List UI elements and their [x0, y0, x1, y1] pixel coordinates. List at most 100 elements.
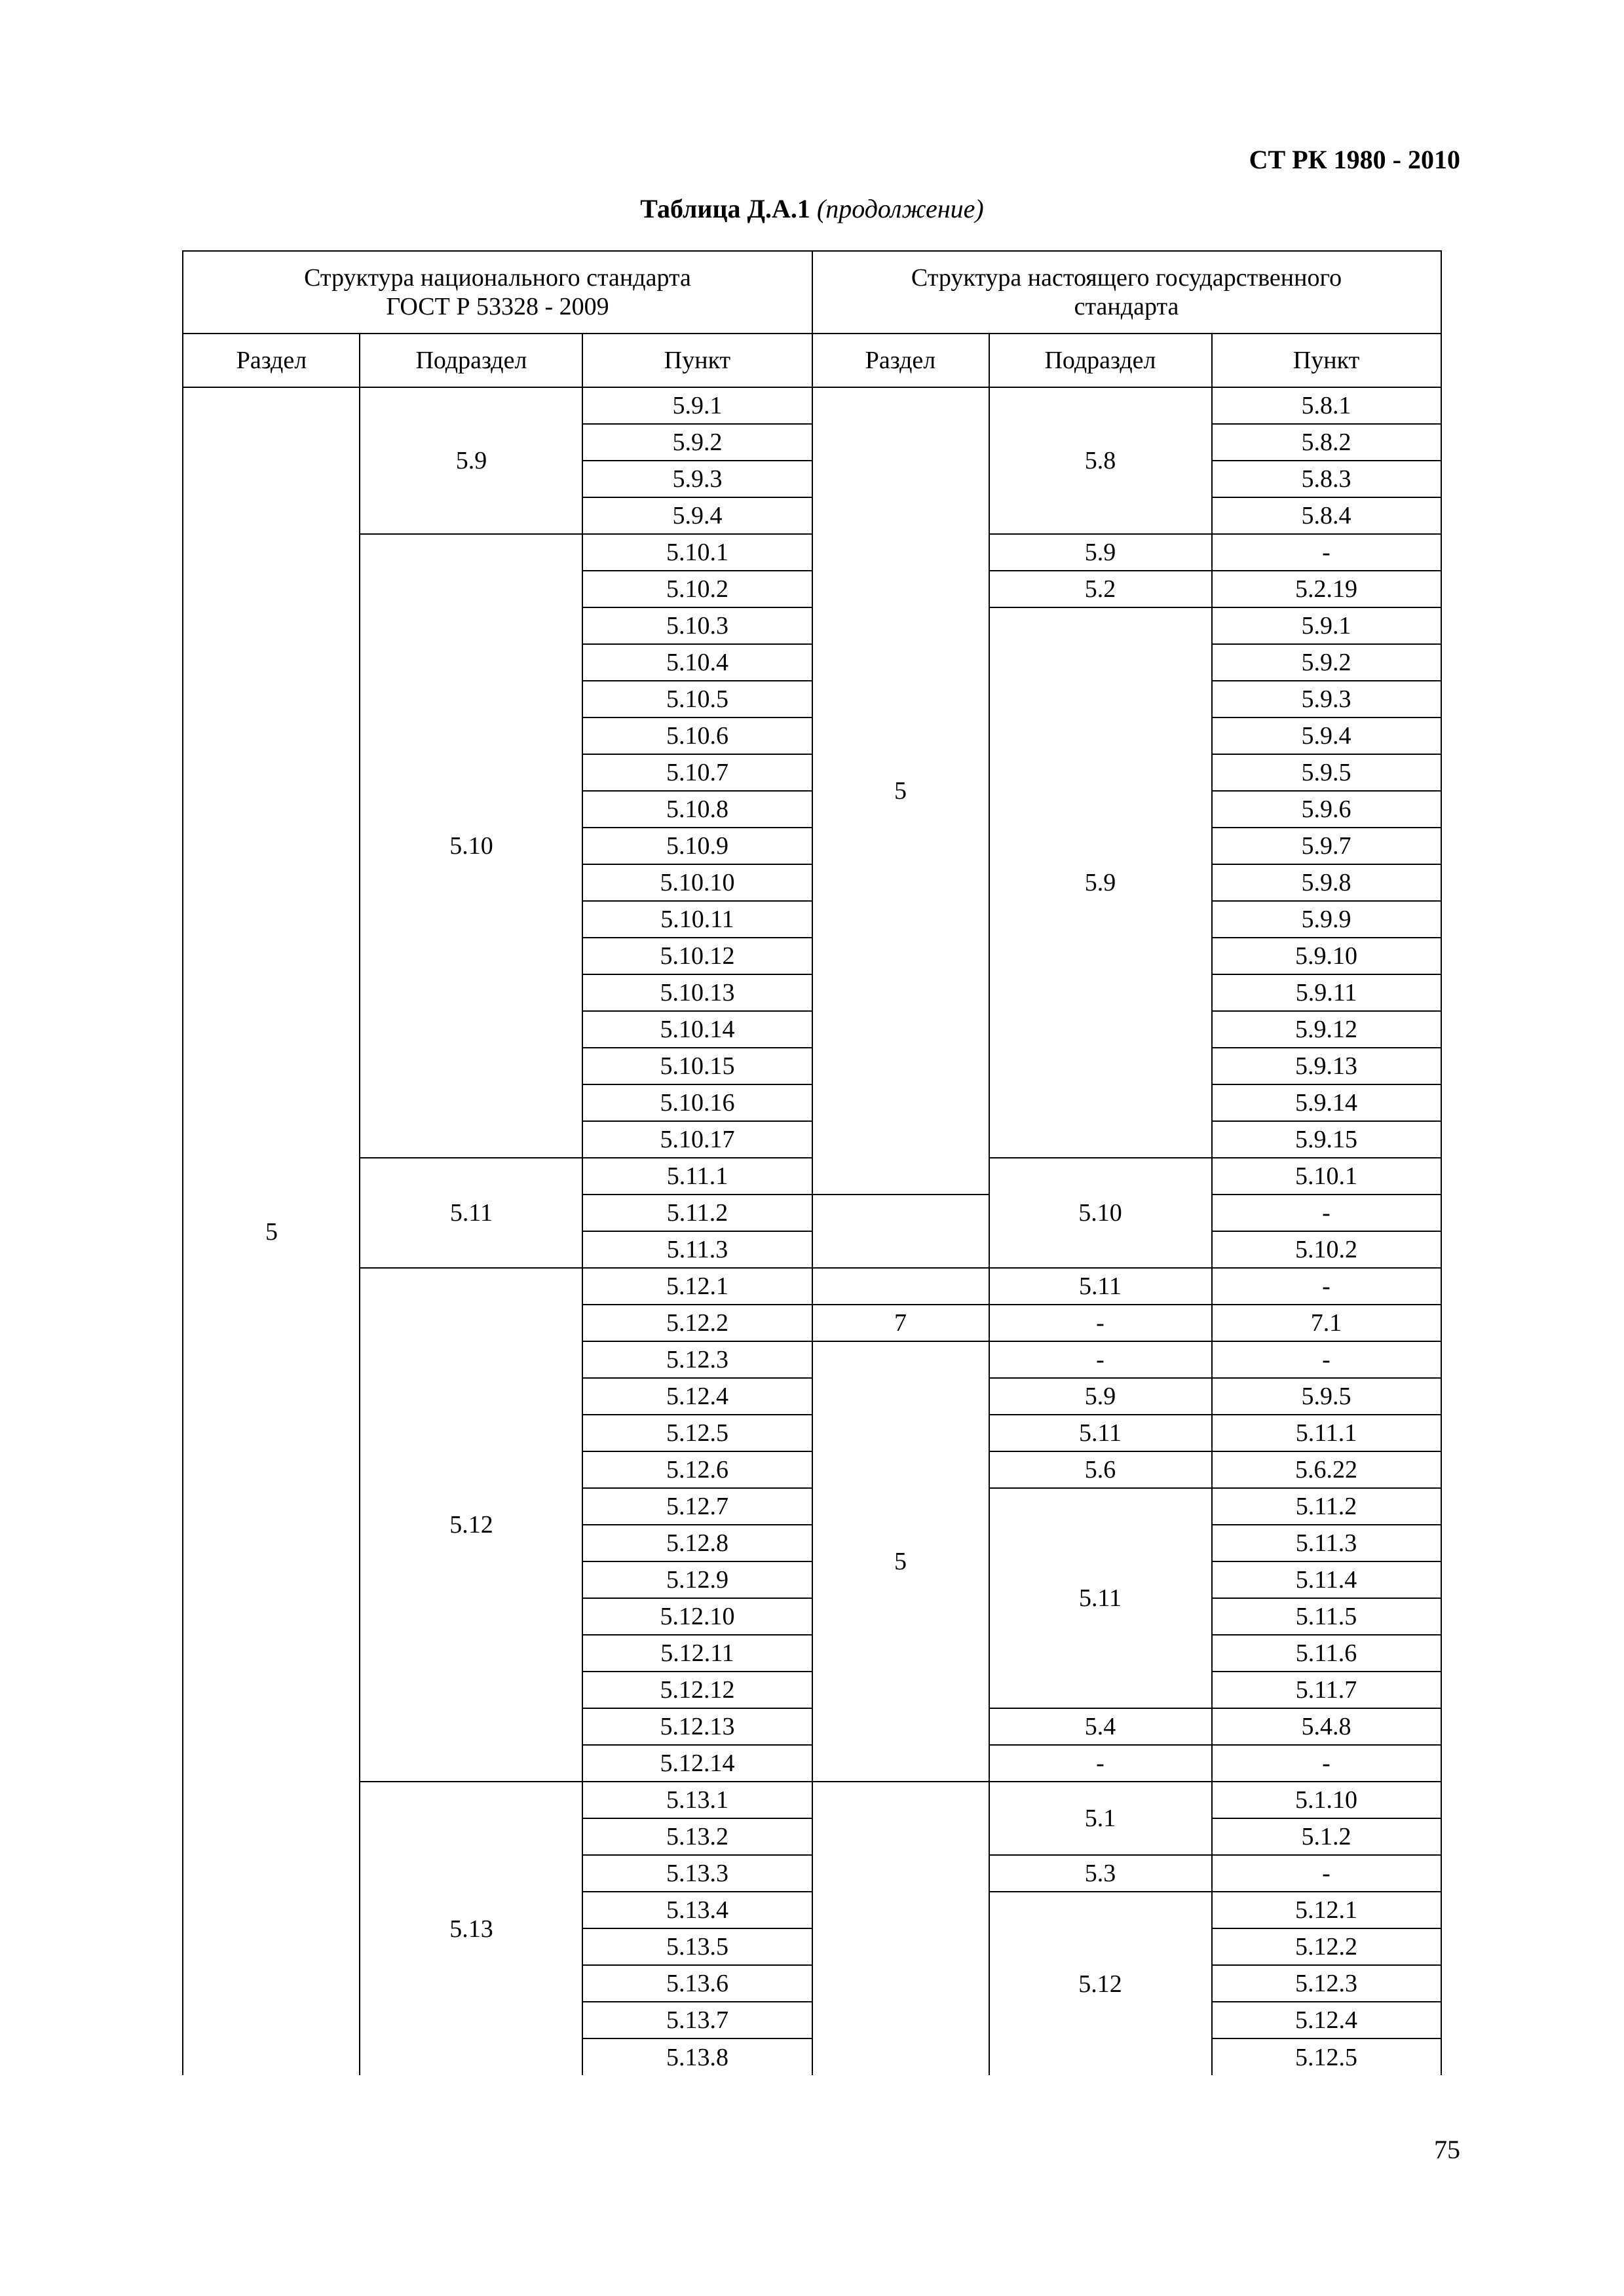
cell-right-punkt: 5.9.5 [1212, 754, 1441, 791]
cell-right-punkt: 5.11.6 [1212, 1635, 1441, 1672]
cell-right-podrazdel: 5.2 [989, 571, 1212, 607]
cell-left-punkt: 5.12.8 [582, 1525, 812, 1561]
cell-left-punkt: 5.12.1 [582, 1268, 812, 1305]
header-punkt-right: Пункт [1212, 334, 1441, 387]
cell-left-podrazdel: 5.10 [360, 534, 582, 1158]
cell-right-podrazdel: 5.11 [989, 1268, 1212, 1305]
cell-right-punkt: 5.10.2 [1212, 1231, 1441, 1268]
cell-left-punkt: 5.10.16 [582, 1084, 812, 1121]
header-podrazdel-left: Подраздел [360, 334, 582, 387]
cell-left-punkt: 5.10.4 [582, 644, 812, 681]
cell-left-punkt: 5.10.10 [582, 864, 812, 901]
cell-right-punkt: 5.9.4 [1212, 718, 1441, 754]
cell-right-punkt: 5.9.12 [1212, 1011, 1441, 1048]
table-row: 5.115.11.15.105.10.1 [183, 1158, 1441, 1195]
cell-right-razdel [812, 1268, 989, 1305]
cell-left-punkt: 5.12.11 [582, 1635, 812, 1672]
cell-right-podrazdel: 5.10 [989, 1158, 1212, 1268]
cell-left-punkt: 5.12.7 [582, 1488, 812, 1525]
page-number: 75 [1434, 2134, 1460, 2165]
cell-right-podrazdel: 5.11 [989, 1488, 1212, 1708]
cell-left-punkt: 5.10.9 [582, 828, 812, 864]
cell-left-podrazdel: 5.13 [360, 1782, 582, 2075]
cell-right-punkt: - [1212, 1855, 1441, 1892]
cell-right-punkt: 5.9.8 [1212, 864, 1441, 901]
cell-right-punkt: - [1212, 1195, 1441, 1231]
header-group-left: Структура национального стандартаГОСТ Р … [183, 251, 812, 334]
cell-right-punkt: 5.9.9 [1212, 901, 1441, 938]
cell-left-punkt: 5.12.6 [582, 1451, 812, 1488]
cell-left-punkt: 5.12.14 [582, 1745, 812, 1782]
cell-left-punkt: 5.10.15 [582, 1048, 812, 1084]
cell-right-punkt: 5.9.15 [1212, 1121, 1441, 1158]
cell-right-podrazdel: 5.4 [989, 1708, 1212, 1745]
cell-left-punkt: 5.12.5 [582, 1415, 812, 1451]
cell-left-punkt: 5.13.5 [582, 1928, 812, 1965]
cell-right-podrazdel: 5.11 [989, 1415, 1212, 1451]
cell-right-podrazdel: 5.3 [989, 1855, 1212, 1892]
cell-right-punkt: - [1212, 1745, 1441, 1782]
cell-right-punkt: 5.9.7 [1212, 828, 1441, 864]
cell-right-podrazdel: - [989, 1305, 1212, 1341]
cell-right-punkt: 5.6.22 [1212, 1451, 1441, 1488]
cell-left-podrazdel: 5.12 [360, 1268, 582, 1782]
cell-right-punkt: 5.8.4 [1212, 497, 1441, 534]
cell-left-punkt: 5.12.9 [582, 1561, 812, 1598]
cell-left-punkt: 5.11.3 [582, 1231, 812, 1268]
cell-right-podrazdel: 5.8 [989, 387, 1212, 534]
table-row: 55.95.9.155.85.8.1 [183, 387, 1441, 424]
cell-right-punkt: 5.9.5 [1212, 1378, 1441, 1415]
cell-right-punkt: 5.8.3 [1212, 461, 1441, 497]
cell-left-punkt: 5.12.13 [582, 1708, 812, 1745]
cell-left-punkt: 5.13.2 [582, 1818, 812, 1855]
cell-right-punkt: 5.1.10 [1212, 1782, 1441, 1818]
cell-left-punkt: 5.10.6 [582, 718, 812, 754]
cell-right-punkt: 5.12.3 [1212, 1965, 1441, 2002]
cell-right-punkt: 5.4.8 [1212, 1708, 1441, 1745]
table-caption: Таблица Д.А.1 (продолжение) [151, 193, 1473, 224]
table-header: Структура национального стандартаГОСТ Р … [183, 251, 1441, 387]
cell-left-punkt: 5.10.3 [582, 607, 812, 644]
cell-right-razdel: 7 [812, 1305, 989, 1341]
document-id: СТ РК 1980 - 2010 [1249, 144, 1460, 175]
table-body: 55.95.9.155.85.8.15.9.25.8.25.9.35.8.35.… [183, 387, 1441, 2075]
cell-left-punkt: 5.10.13 [582, 974, 812, 1011]
cell-left-punkt: 5.9.2 [582, 424, 812, 461]
cell-left-punkt: 5.10.1 [582, 534, 812, 571]
cell-left-punkt: 5.11.1 [582, 1158, 812, 1195]
cell-left-razdel: 5 [183, 387, 360, 2075]
header-razdel-right: Раздел [812, 334, 989, 387]
cell-right-punkt: 5.2.19 [1212, 571, 1441, 607]
cell-right-razdel [812, 1231, 989, 1268]
caption-title: Таблица Д.А.1 [640, 194, 810, 223]
cell-left-punkt: 5.9.3 [582, 461, 812, 497]
cell-right-punkt: 5.11.4 [1212, 1561, 1441, 1598]
cell-right-razdel [812, 1782, 989, 2075]
cell-left-punkt: 5.10.7 [582, 754, 812, 791]
cell-right-podrazdel: 5.12 [989, 1892, 1212, 2075]
cell-left-punkt: 5.13.1 [582, 1782, 812, 1818]
cell-right-punkt: 5.12.5 [1212, 2038, 1441, 2075]
cell-left-punkt: 5.13.3 [582, 1855, 812, 1892]
cell-left-punkt: 5.10.14 [582, 1011, 812, 1048]
cell-right-punkt: 5.9.3 [1212, 681, 1441, 718]
cell-left-punkt: 5.12.12 [582, 1672, 812, 1708]
cell-right-punkt: 5.9.14 [1212, 1084, 1441, 1121]
comparison-table: Структура национального стандартаГОСТ Р … [182, 250, 1441, 2075]
cell-right-punkt: 5.8.2 [1212, 424, 1441, 461]
cell-left-punkt: 5.13.4 [582, 1892, 812, 1928]
cell-right-podrazdel: 5.9 [989, 607, 1212, 1158]
cell-right-punkt: - [1212, 1341, 1441, 1378]
page: СТ РК 1980 - 2010 Таблица Д.А.1 (продолж… [0, 0, 1624, 2296]
table-row: 5.135.13.15.15.1.10 [183, 1782, 1441, 1818]
cell-right-punkt: 5.12.2 [1212, 1928, 1441, 1965]
cell-left-punkt: 5.9.1 [582, 387, 812, 424]
cell-right-punkt: 5.12.1 [1212, 1892, 1441, 1928]
cell-right-punkt: 5.11.2 [1212, 1488, 1441, 1525]
table-row: 5.125.12.15.11- [183, 1268, 1441, 1305]
cell-right-razdel [812, 1195, 989, 1231]
cell-right-podrazdel: 5.1 [989, 1782, 1212, 1855]
cell-right-punkt: 5.12.4 [1212, 2002, 1441, 2038]
cell-right-punkt: 7.1 [1212, 1305, 1441, 1341]
cell-right-podrazdel: 5.9 [989, 534, 1212, 571]
